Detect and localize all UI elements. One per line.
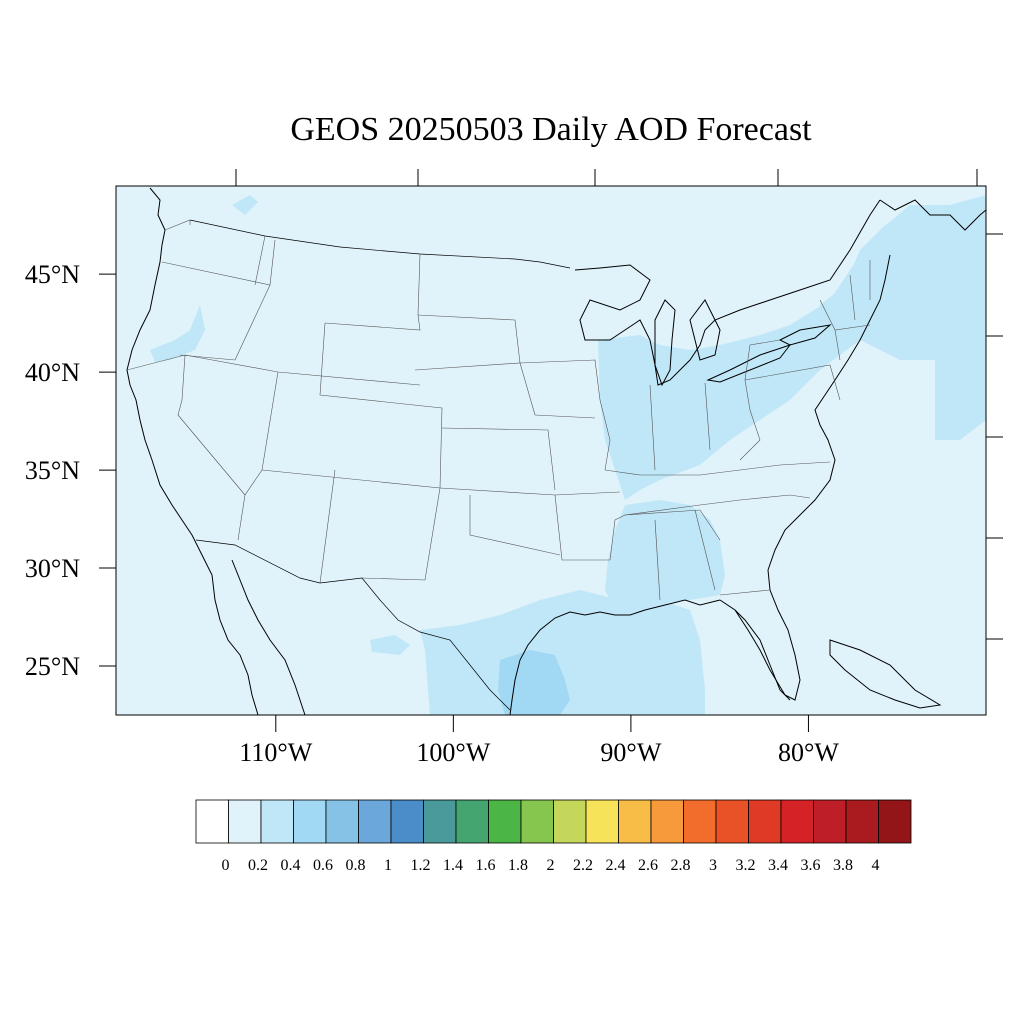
- aod-region-texas-coast: [498, 650, 570, 715]
- longitude-axis: 110°W 100°W 90°W 80°W: [239, 715, 839, 767]
- canadian-maritime-coast: [879, 199, 986, 231]
- map-title: GEOS 20250503 Daily AOD Forecast: [290, 111, 812, 148]
- colorbar-label: 2: [547, 857, 555, 874]
- lake-huron: [689, 299, 721, 361]
- colorbar-label: 1.4: [443, 857, 463, 874]
- gulf-coastline: [509, 599, 721, 715]
- colorbar-label: 2.4: [606, 857, 626, 874]
- colorbar-label: 3: [709, 857, 717, 874]
- colorbar-swatch: [423, 799, 457, 844]
- colorbar-label: 2.8: [671, 857, 691, 874]
- colorbar-swatch: [228, 799, 262, 844]
- colorbar-swatch: [195, 799, 229, 844]
- colorbar-label: 1.2: [411, 857, 431, 874]
- colorbar-label: 3.8: [833, 857, 853, 874]
- lake-michigan: [654, 299, 676, 387]
- colorbar-swatch: [748, 799, 782, 844]
- lat-tick-label: 25°N: [25, 652, 80, 681]
- aod-shading-layer: [150, 195, 986, 715]
- west-coastline: [126, 187, 259, 715]
- colorbar-label: 0: [222, 857, 230, 874]
- lon-tick-label: 100°W: [416, 738, 490, 767]
- colorbar-label: 3.6: [801, 857, 821, 874]
- colorbar-swatch: [488, 799, 522, 844]
- latitude-axis: 45°N 40°N 35°N 30°N 25°N: [25, 260, 116, 681]
- colorbar-swatch: [585, 799, 619, 844]
- colorbar-swatch: [813, 799, 847, 844]
- colorbar-swatch: [683, 799, 717, 844]
- colorbar-swatch: [780, 799, 814, 844]
- colorbar-swatch: [715, 799, 749, 844]
- aod-region-west-gulf: [370, 635, 410, 655]
- state-boundaries: [126, 219, 871, 601]
- lake-erie: [706, 344, 792, 383]
- colorbar-swatch: [845, 799, 879, 844]
- colorbar-label: 1.8: [508, 857, 528, 874]
- lat-tick-label: 35°N: [25, 456, 80, 485]
- colorbar-swatch: [293, 799, 327, 844]
- colorbar-swatch: [325, 799, 359, 844]
- cuba-outline: [829, 639, 942, 709]
- colorbar-swatch: [878, 799, 912, 844]
- lake-ontario: [778, 324, 832, 346]
- colorbar-swatch: [390, 799, 424, 844]
- baja-gulf-coast: [231, 559, 306, 715]
- us-mexico-border: [195, 539, 511, 711]
- colorbar-label: 1.6: [476, 857, 496, 874]
- lon-tick-label: 110°W: [239, 738, 312, 767]
- colorbar-label: 0.2: [248, 857, 268, 874]
- lat-tick-label: 30°N: [25, 554, 80, 583]
- colorbar-swatch: [553, 799, 587, 844]
- colorbar-label: 0.6: [313, 857, 333, 874]
- aod-region-northeast-coast: [820, 225, 905, 335]
- aod-region-north: [232, 195, 258, 215]
- aod-region-oregon: [150, 305, 205, 362]
- colorbar-swatch: [618, 799, 652, 844]
- map-frame: [115, 185, 987, 716]
- colorbar-swatch: [520, 799, 554, 844]
- colorbar-label: 0.8: [346, 857, 366, 874]
- colorbar-label: 2.6: [638, 857, 658, 874]
- east-coastline: [719, 254, 891, 701]
- lon-tick-label: 90°W: [600, 738, 661, 767]
- aod-region-southeast: [605, 500, 725, 610]
- lat-tick-label: 40°N: [25, 358, 80, 387]
- colorbar-label: 1: [384, 857, 392, 874]
- florida-coast: [734, 609, 791, 701]
- colorbar-label: 0.4: [281, 857, 301, 874]
- colorbar-swatch: [358, 799, 392, 844]
- aod-region-atlantic-east: [930, 250, 986, 360]
- colorbar-label: 3.2: [736, 857, 756, 874]
- colorbar-swatch: [455, 799, 489, 844]
- lat-tick-label: 45°N: [25, 260, 80, 289]
- colorbar-label: 3.4: [768, 857, 788, 874]
- colorbar-swatch: [260, 799, 294, 844]
- top-ticks: [235, 169, 978, 186]
- right-ticks: [986, 233, 1003, 640]
- lon-tick-label: 80°W: [778, 738, 839, 767]
- colorbar: 0 0.2 0.4 0.6 0.8 1 1.2 1.4 1.6 1.8 2 2.2 2.4 2.6 2.8 3…: [195, 799, 912, 874]
- colorbar-label: 2.2: [573, 857, 593, 874]
- colorbar-label: 4: [872, 857, 880, 874]
- colorbar-swatch: [650, 799, 684, 844]
- aod-region-gulf: [420, 590, 705, 715]
- coastlines-and-borders: [126, 187, 986, 715]
